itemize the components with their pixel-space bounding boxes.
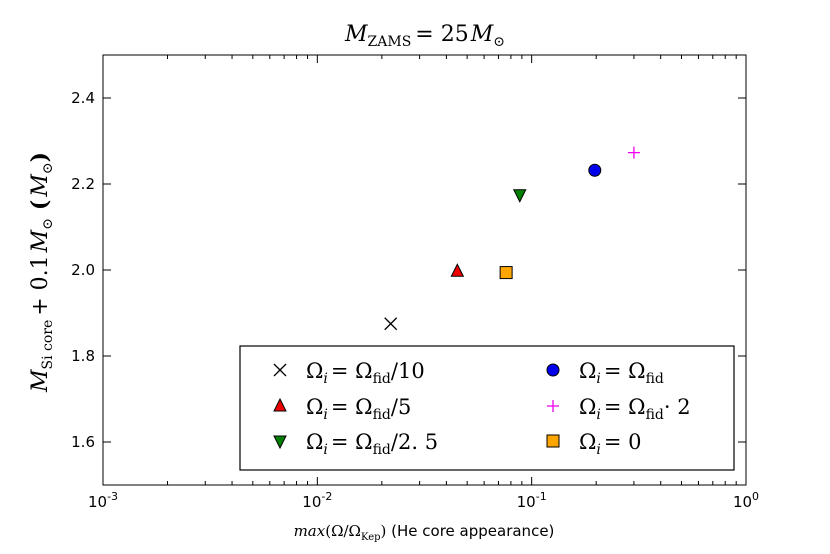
legend-box [239, 345, 735, 471]
x-axis-ticks: 10-3 10-2 10-1 100 [88, 55, 759, 511]
legend-marker-square [546, 434, 560, 448]
legend-marker-plus [547, 400, 559, 412]
legend-label: Ωi = Ωfid/5 [306, 395, 411, 423]
legend-label: Ωi = Ωfid· 2 [579, 395, 691, 423]
legend-marker-circle [546, 363, 560, 377]
legend-label: Ωi = Ωfid/10 [306, 359, 425, 387]
legend: Ωi = Ωfid/10 Ωi = Ωfid/5 Ωi = Ωfid/2. 5 Ωi = Ωf… [239, 345, 735, 471]
legend-marker-x [273, 363, 287, 377]
data-points [384, 146, 640, 331]
legend-label: Ωi = 0 [579, 430, 642, 458]
y-tick-label: 1.8 [71, 347, 95, 365]
y-axis-ticks: 1.6 1.8 2.0 2.2 2.4 [71, 89, 746, 451]
x-tick-label: 10-3 [88, 490, 118, 511]
x-tick-label: 10-1 [517, 490, 547, 511]
legend-label: Ωi = Ωfid [579, 359, 664, 387]
data-point-plus [627, 146, 640, 159]
data-point-square [499, 266, 513, 280]
x-axis-label: max(Ω/ΩKep) (He core appearance) [294, 522, 555, 543]
legend-label: Ωi = Ωfid/2. 5 [306, 430, 438, 458]
y-tick-label: 2.4 [71, 89, 95, 107]
legend-marker-triangle-down [273, 435, 287, 450]
data-point-triangle-up [450, 263, 465, 277]
legend-marker-triangle-up [273, 397, 287, 412]
y-axis-label: MSi core+ 0.1M⊙(M⊙) [27, 152, 56, 393]
x-tick-label: 100 [733, 490, 759, 511]
data-point-x [384, 317, 398, 331]
y-tick-label: 2.0 [71, 261, 95, 279]
data-point-circle [588, 163, 602, 177]
x-tick-label: 10-2 [302, 490, 332, 511]
y-tick-label: 1.6 [71, 433, 95, 451]
data-point-triangle-down [512, 189, 527, 203]
chart-title: MZAMS = 25M⊙ [344, 22, 505, 50]
y-tick-label: 2.2 [71, 175, 95, 193]
